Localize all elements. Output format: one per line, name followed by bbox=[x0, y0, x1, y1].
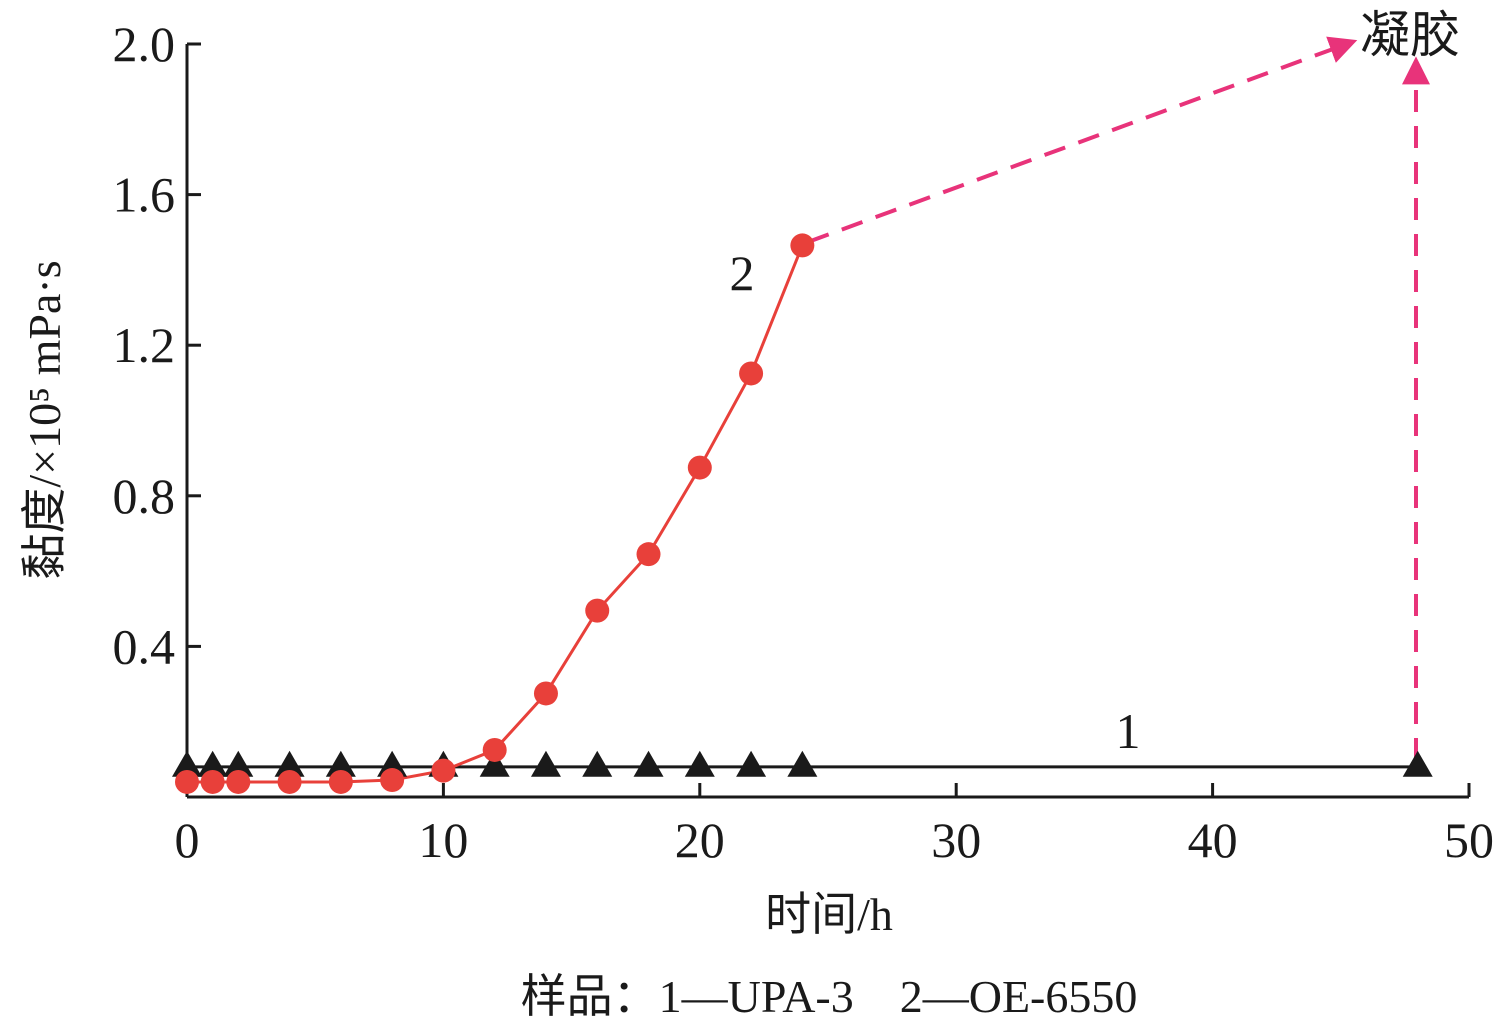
series-2-point bbox=[482, 737, 507, 762]
series-markers bbox=[172, 233, 1433, 794]
y-tick-label: 0.4 bbox=[113, 618, 176, 674]
series-2-label: 2 bbox=[730, 245, 755, 301]
y-tick-label: 0.8 bbox=[113, 468, 176, 524]
x-tick-label: 50 bbox=[1444, 812, 1494, 868]
series-1-point bbox=[736, 750, 767, 777]
x-tick-label: 40 bbox=[1188, 812, 1238, 868]
series-1-point bbox=[684, 750, 715, 777]
series-lines bbox=[187, 244, 1418, 784]
series-2-point bbox=[431, 758, 456, 783]
series-2-point bbox=[533, 681, 558, 706]
series-1-point bbox=[172, 750, 202, 777]
series-2-point bbox=[739, 361, 764, 386]
series-2-point bbox=[380, 768, 405, 793]
y-axis-title: 黏度/×10⁵ mPa·s bbox=[19, 260, 70, 579]
series-2-point bbox=[226, 769, 251, 794]
series-2-point bbox=[585, 598, 610, 623]
axes bbox=[185, 44, 1469, 799]
gel-arrow-from-series-2 bbox=[807, 36, 1358, 244]
x-ticks: 0 10 20 30 40 50 bbox=[175, 783, 1494, 868]
series-1-point bbox=[787, 750, 818, 777]
series-2-point bbox=[277, 769, 302, 794]
series-2-point bbox=[687, 455, 712, 480]
x-tick-label: 0 bbox=[175, 812, 200, 868]
x-tick-label: 30 bbox=[931, 812, 981, 868]
series-1-point bbox=[197, 750, 228, 777]
series-1-label: 1 bbox=[1116, 703, 1141, 759]
series-1-point bbox=[1402, 750, 1433, 777]
x-tick-label: 10 bbox=[418, 812, 468, 868]
x-tick-label: 20 bbox=[675, 812, 725, 868]
series-1-point bbox=[530, 750, 561, 777]
chart-caption: 样品：1—UPA-3 2—OE-6550 bbox=[521, 971, 1138, 1022]
gel-label: 凝胶 bbox=[1360, 7, 1460, 63]
series-1-point bbox=[582, 750, 613, 777]
series-1-point bbox=[274, 750, 305, 777]
y-tick-label: 1.6 bbox=[113, 167, 176, 223]
series-1-point bbox=[325, 750, 356, 777]
series-2-point bbox=[200, 769, 225, 794]
series-1-point bbox=[633, 750, 664, 777]
series-1-point bbox=[479, 750, 510, 777]
series-2-point bbox=[328, 769, 353, 794]
y-tick-label: 1.2 bbox=[113, 317, 176, 373]
y-ticks: 0.4 0.8 1.2 1.6 2.0 bbox=[113, 16, 201, 674]
series-1-point bbox=[223, 750, 254, 777]
gel-annotation: 凝胶 bbox=[807, 7, 1460, 760]
series-1-point bbox=[377, 750, 408, 777]
series-2-point bbox=[636, 542, 661, 567]
y-tick-label: 2.0 bbox=[113, 16, 176, 72]
series-2-point bbox=[790, 233, 815, 258]
series-2-point bbox=[175, 769, 199, 794]
series-2-line bbox=[187, 244, 804, 784]
x-axis-title: 时间/h bbox=[765, 889, 893, 940]
